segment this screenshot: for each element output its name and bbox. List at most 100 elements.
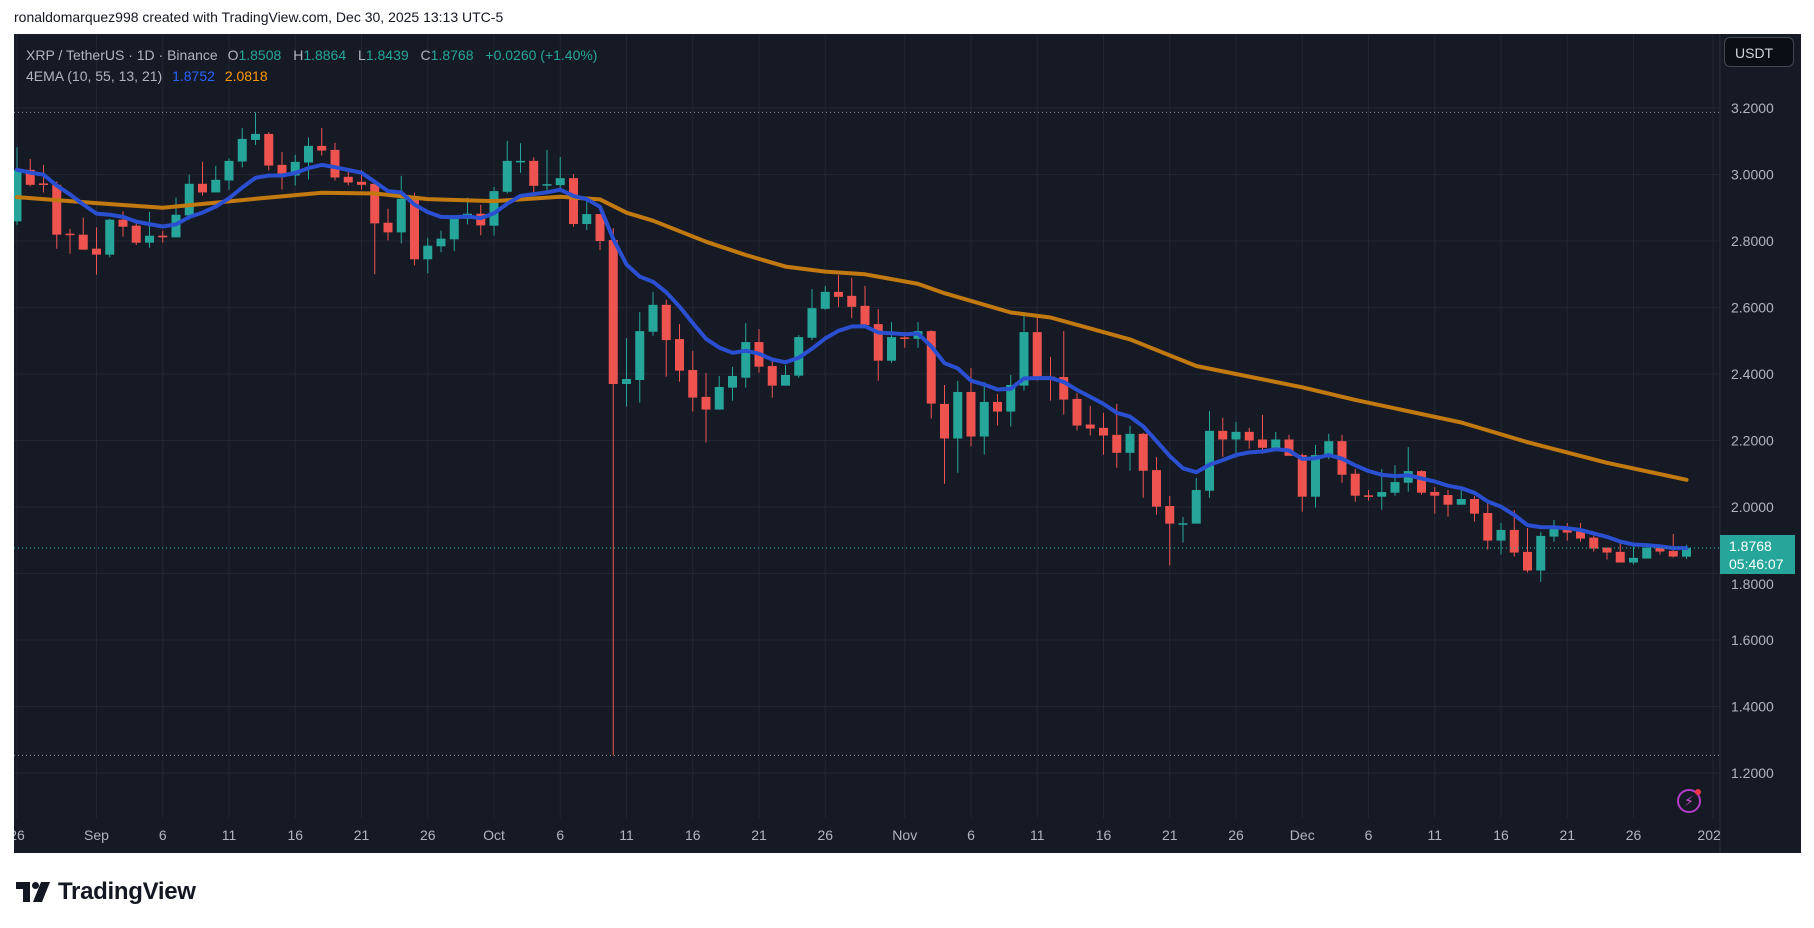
candle-body: [1364, 495, 1373, 497]
lightning-bolt-icon[interactable]: ⚡: [1677, 789, 1701, 813]
candle-up: [1178, 516, 1188, 543]
candle-down: [343, 170, 353, 186]
candle-body: [78, 234, 88, 250]
candle-body: [1668, 550, 1678, 557]
candle-body: [1390, 482, 1400, 493]
candle-body: [1509, 529, 1519, 553]
candle-up: [423, 237, 433, 274]
candle-up: [807, 288, 817, 341]
symbol-title[interactable]: XRP / TetherUS · 1D · Binance: [26, 47, 218, 63]
candle-down: [78, 217, 88, 250]
candle-body: [65, 233, 75, 236]
candle-up: [741, 323, 751, 388]
candle-up: [1006, 374, 1016, 427]
candle-down: [847, 277, 857, 319]
candle-body: [1456, 499, 1466, 505]
candle-down: [92, 227, 101, 275]
candle-up: [1125, 425, 1135, 471]
indicator-title[interactable]: 4EMA (10, 55, 13, 21): [26, 68, 163, 84]
candle-body: [105, 219, 115, 255]
candle-down: [675, 324, 684, 382]
time-tick-label: 21: [1162, 827, 1178, 843]
candle-up: [622, 338, 631, 407]
candle-body: [979, 401, 989, 437]
candle-body: [701, 396, 711, 410]
candle-body: [648, 304, 658, 332]
candle-down: [1085, 405, 1095, 436]
low-value: 1.8439: [365, 47, 409, 63]
candle-body: [317, 145, 327, 151]
ema-fast-line: [15, 162, 1689, 551]
candle-down: [131, 219, 141, 245]
candle-body: [131, 225, 141, 243]
candle-body: [158, 235, 168, 238]
candle-body: [714, 386, 724, 410]
candle-body: [741, 342, 751, 378]
candle-body: [423, 245, 433, 260]
candle-body: [675, 339, 684, 371]
candle-body: [608, 240, 618, 384]
candle-down: [1032, 317, 1042, 381]
candle-down: [1072, 392, 1082, 431]
candle-up: [145, 211, 154, 248]
tradingview-logo[interactable]: TradingView: [16, 878, 196, 906]
chart-panel[interactable]: 3.2000 3.0000 2.8000 2.6000 2.4000 2.2000 2.00…: [14, 34, 1801, 853]
candle-body: [1629, 557, 1638, 563]
candle-down: [1417, 470, 1426, 495]
candle-body: [847, 295, 857, 307]
high-label: H: [293, 47, 304, 63]
candle-down: [1668, 533, 1678, 558]
candle-body: [860, 305, 870, 326]
candle-up: [953, 380, 963, 473]
candle-up: [1549, 519, 1559, 542]
candle-body: [1218, 430, 1228, 440]
candle-up: [714, 375, 724, 410]
candle-up: [105, 218, 115, 258]
candlestick-chart[interactable]: 3.2000 3.0000 2.8000 2.6000 2.4000 2.2000 2.00…: [14, 34, 1801, 853]
candle-body: [622, 378, 631, 384]
time-tick-label: Oct: [483, 827, 505, 843]
brand-name: TradingView: [58, 878, 196, 905]
tradingview-logo-icon: [16, 882, 50, 902]
time-tick-label: 26: [817, 827, 833, 843]
candle-body: [873, 324, 883, 361]
time-tick-label: 26: [420, 827, 436, 843]
candle-body: [118, 219, 128, 227]
candle-down: [1470, 496, 1479, 522]
candle-down: [1562, 522, 1572, 541]
last-price-value: 1.8768: [1729, 537, 1772, 554]
candle-down: [1576, 522, 1585, 542]
candle-down: [1443, 490, 1453, 517]
price-axis-background: [1721, 34, 1801, 853]
candle-body: [1258, 439, 1267, 448]
candle-down: [158, 230, 168, 243]
candle-up: [820, 285, 830, 310]
candle-up: [1205, 410, 1214, 498]
candle-body: [184, 183, 194, 216]
candle-up: [979, 381, 989, 455]
candle-down: [661, 299, 671, 377]
candle-down: [383, 208, 393, 241]
candle-body: [1576, 531, 1585, 539]
candle-body: [1085, 424, 1095, 429]
currency-button[interactable]: USDT: [1724, 37, 1794, 67]
candle-body: [1655, 547, 1665, 552]
candle-down: [1509, 509, 1519, 557]
candle-body: [198, 183, 207, 193]
candle-up: [251, 112, 260, 145]
price-tick-label: 1.4000: [1731, 699, 1774, 715]
candle-up: [436, 230, 446, 253]
candle-body: [1059, 376, 1069, 400]
candle-up: [1231, 421, 1241, 458]
open-label: O: [227, 47, 239, 63]
candle-down: [940, 384, 949, 484]
candle-up: [184, 174, 194, 220]
candle-body: [1138, 433, 1148, 471]
candle-body: [330, 149, 340, 178]
time-tick-label: 6: [159, 827, 167, 843]
candle-up: [1191, 478, 1201, 524]
candle-body: [1470, 499, 1479, 514]
time-tick-label: 6: [1365, 827, 1373, 843]
candle-down: [277, 151, 287, 190]
candle-down: [1258, 414, 1267, 454]
